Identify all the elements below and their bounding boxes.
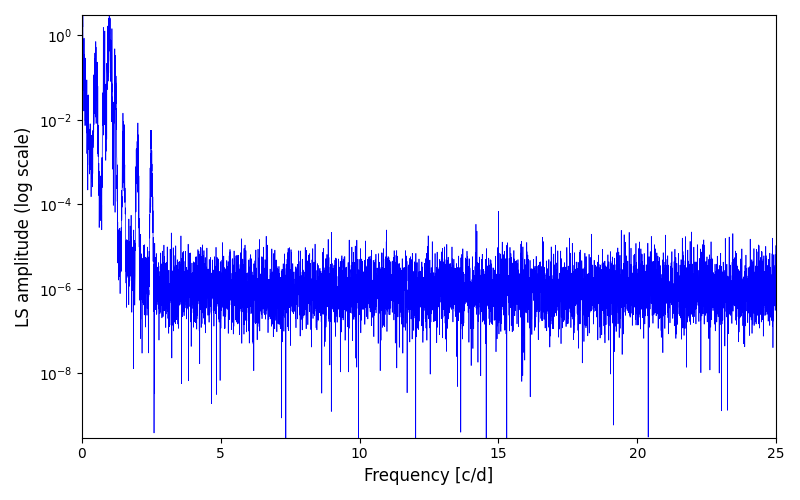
Y-axis label: LS amplitude (log scale): LS amplitude (log scale) bbox=[15, 126, 33, 326]
X-axis label: Frequency [c/d]: Frequency [c/d] bbox=[364, 467, 494, 485]
